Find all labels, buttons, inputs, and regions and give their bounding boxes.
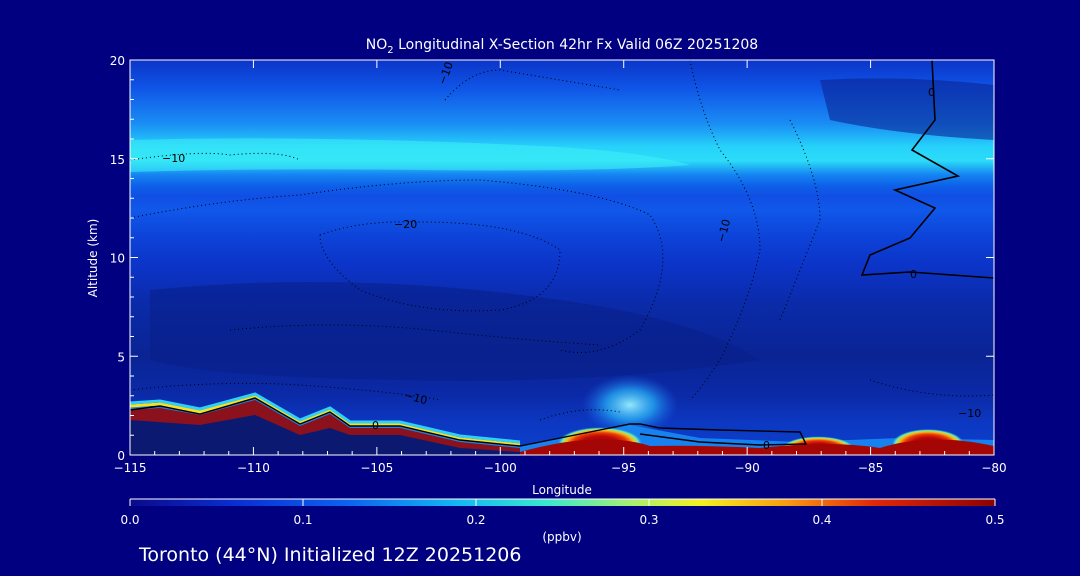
contour-dotted: [539, 409, 621, 421]
contour-label: 0: [910, 268, 917, 281]
contour-label: −10: [162, 152, 185, 165]
terrain-edge: [130, 395, 521, 447]
contour-dotted: [229, 324, 601, 346]
colorbar: [130, 499, 995, 506]
contour-zero: [130, 397, 808, 447]
x-tick-label: −105: [360, 461, 393, 475]
contour-label: 0: [763, 439, 770, 452]
y-axis: 0 5 10 15 20: [110, 54, 994, 463]
contour-dotted: [130, 152, 301, 161]
y-tick-label: 20: [110, 54, 125, 68]
y-axis-label: Altitude (km): [86, 219, 100, 298]
title-species: NO: [366, 37, 388, 53]
contour-label: −20: [394, 218, 417, 231]
contour-label: −10: [958, 407, 981, 420]
contour-dotted: [130, 179, 664, 353]
plot-area: −10 −10 −20 −10 −10 0 0 0 0 −10: [130, 60, 994, 455]
terrain-edge-outer: [130, 392, 521, 444]
x-axis: −115 −110 −105 −100 −95 −90 −85 −80: [114, 60, 1007, 475]
upper-band-core: [130, 138, 690, 172]
contour-label: 0: [928, 86, 935, 99]
colorbar-tick-label: 0.5: [985, 513, 1004, 527]
chart-title: NO2 Longitudinal X-Section 42hr Fx Valid…: [366, 37, 758, 56]
x-tick-label: −110: [237, 461, 270, 475]
colorbar-tick-label: 0.3: [639, 513, 658, 527]
x-tick-label: −115: [114, 461, 147, 475]
mid-trop-dark: [150, 282, 760, 381]
title-rest: Longitudinal X-Section 42hr Fx Valid 06Z…: [394, 37, 759, 53]
terrain-dark-mass: [130, 415, 520, 455]
y-tick-label: 15: [110, 153, 125, 167]
contour-lines: [130, 60, 994, 447]
colorbar-ticks: 0.0 0.1 0.2 0.3 0.4 0.5: [120, 499, 1005, 527]
upper-right-dark: [820, 78, 994, 140]
footer-text: Toronto (44°N) Initialized 12Z 20251206: [138, 544, 522, 566]
x-tick-label: −95: [611, 461, 636, 475]
contour-dotted: [779, 119, 821, 321]
x-tick-label: −100: [484, 461, 517, 475]
field-background: [130, 60, 994, 455]
x-axis-label: Longitude: [532, 483, 592, 497]
contour-dotted: [689, 60, 761, 401]
y-tick-label: 0: [117, 449, 125, 463]
y-tick-label: 5: [117, 350, 125, 364]
contour-zero: [860, 60, 994, 279]
contour-label: 0: [372, 419, 379, 432]
contour-label: −10: [403, 389, 429, 408]
title-subscript: 2: [387, 45, 393, 56]
contour-label: −10: [715, 218, 734, 244]
colorbar-tick-label: 0.4: [812, 513, 831, 527]
contour-dotted: [444, 69, 621, 101]
x-tick-label: −90: [734, 461, 759, 475]
colorbar-tick-label: 0.0: [120, 513, 139, 527]
colorbar-units: (ppbv): [542, 530, 581, 544]
x-tick-label: −85: [858, 461, 883, 475]
x-tick-label: −80: [981, 461, 1006, 475]
colorbar-tick-label: 0.2: [466, 513, 485, 527]
surface-red-strip: [520, 439, 994, 455]
plume: [582, 375, 678, 435]
colorbar-tick-label: 0.1: [293, 513, 312, 527]
y-tick-label: 10: [110, 252, 125, 266]
